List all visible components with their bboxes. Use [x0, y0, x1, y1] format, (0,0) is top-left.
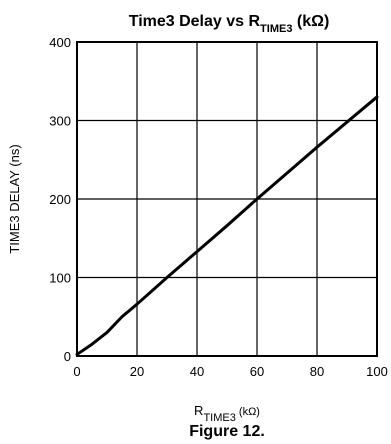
series-layer [75, 95, 379, 356]
y-axis-label: TIME3 DELAY (ns) [7, 144, 22, 253]
x-axis-label-subscript: TIME3 [203, 412, 235, 424]
x-axis-label-main: R [194, 403, 203, 418]
x-tick-label-0: 0 [73, 364, 80, 379]
y-tick-label-1: 100 [49, 271, 71, 286]
chart-title-suffix: (kΩ) [292, 13, 329, 30]
x-tick-label-5: 100 [366, 364, 388, 379]
x-tick-label-2: 40 [190, 364, 204, 379]
x-tick-labels: 0 20 40 60 80 100 [73, 364, 387, 379]
x-tick-label-3: 60 [250, 364, 264, 379]
y-tick-label-4: 400 [49, 35, 71, 50]
plot-area [76, 41, 378, 357]
y-tick-label-3: 300 [49, 114, 71, 129]
grid [77, 42, 377, 356]
x-tick-label-1: 20 [130, 364, 144, 379]
y-tick-labels: 0 100 200 300 400 [49, 35, 71, 364]
x-axis-label: RTIME3 (kΩ) [194, 403, 260, 424]
x-axis-label-suffix: (kΩ) [236, 406, 260, 418]
figure-caption: Figure 12. [189, 423, 265, 440]
y-tick-label-0: 0 [64, 349, 71, 364]
chart-title-main: Time3 Delay vs R [129, 13, 261, 30]
y-tick-label-2: 200 [49, 192, 71, 207]
x-tick-label-4: 80 [310, 364, 324, 379]
chart-title-subscript: TIME3 [260, 23, 292, 35]
chart-title: Time3 Delay vs RTIME3 (kΩ) [129, 13, 330, 35]
series-line-0 [75, 95, 379, 356]
